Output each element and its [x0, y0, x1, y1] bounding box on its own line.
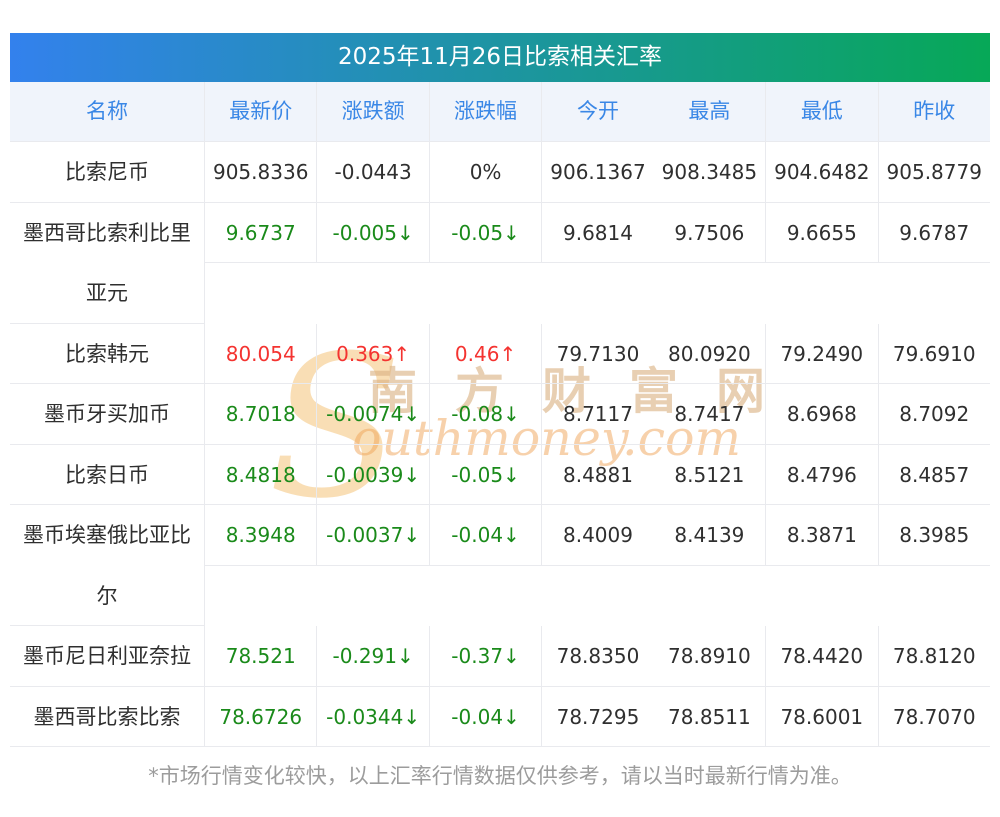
- table-row: 墨西哥比索利比里 亚元 9.6737 -0.005↓ -0.05↓ 9.6814…: [10, 202, 990, 324]
- table-row: 墨币尼日利亚奈拉 78.521 -0.291↓ -0.37↓ 78.8350 7…: [10, 626, 990, 687]
- change-amount-cell: -0.291↓: [316, 626, 429, 687]
- change-percent-cell: -0.04↓: [428, 686, 542, 747]
- high-cell: 908.3485: [653, 142, 766, 203]
- high-cell: 9.7506: [653, 203, 766, 263]
- name-cell: 墨西哥比索比索: [10, 686, 205, 747]
- row-data-cells: 905.8336 -0.0443 0% 906.1367 908.3485 90…: [205, 142, 990, 203]
- low-cell: 904.6482: [765, 142, 878, 203]
- row-data-cells: 8.3948 -0.0037↓ -0.04↓ 8.4009 8.4139 8.3…: [205, 505, 990, 626]
- col-header-latest-price: 最新价: [229, 99, 293, 123]
- row-data-cells: 8.4818 -0.0039↓ -0.05↓ 8.4881 8.5121 8.4…: [205, 444, 990, 505]
- prev-close-cell: 905.8779: [877, 142, 990, 203]
- row-data-cells: 8.7018 -0.0074↓ -0.08↓ 8.7117 8.7417 8.6…: [205, 384, 990, 445]
- latest-price-cell: 78.521: [205, 626, 317, 687]
- name-cell: 墨币尼日利亚奈拉: [10, 626, 205, 687]
- high-cell: 78.8511: [653, 687, 766, 747]
- change-percent-cell: -0.04↓: [428, 505, 542, 566]
- exchange-rate-table: 2025年11月26日比索相关汇率 名称 最新价 涨跌额 涨跌幅 今开 最高 最…: [10, 33, 990, 747]
- col-header-change-amount: 涨跌额: [316, 82, 428, 141]
- open-cell: 906.1367: [541, 142, 654, 203]
- prev-close-cell: 8.3985: [877, 505, 990, 566]
- table-row: 墨币埃塞俄比亚比 尔 8.3948 -0.0037↓ -0.04↓ 8.4009…: [10, 505, 990, 626]
- disclaimer-text: *市场行情变化较快，以上汇率行情数据仅供参考，请以当时最新行情为准。: [148, 764, 852, 788]
- low-cell: 8.4796: [765, 444, 878, 505]
- change-percent-cell: -0.05↓: [428, 202, 542, 263]
- name-cell: 比索韩元: [10, 323, 205, 384]
- change-amount-cell: -0.005↓: [316, 202, 429, 263]
- open-cell: 8.4009: [541, 505, 654, 566]
- table-title: 2025年11月26日比索相关汇率: [10, 33, 990, 82]
- column-header-row: 名称 最新价 涨跌额 涨跌幅 今开 最高 最低 昨收: [10, 82, 990, 142]
- change-percent-cell: -0.37↓: [428, 626, 542, 687]
- high-cell: 78.8910: [653, 626, 766, 687]
- name-cell: 墨币埃塞俄比亚比 尔: [10, 505, 205, 626]
- prev-close-cell: 78.7070: [877, 686, 990, 747]
- change-percent-cell: 0.46↑: [428, 323, 542, 384]
- change-amount-cell: -0.0344↓: [316, 686, 429, 747]
- change-amount-cell: -0.0039↓: [316, 444, 429, 505]
- name-cell: 墨西哥比索利比里 亚元: [10, 202, 205, 324]
- col-header-low: 最低: [765, 82, 877, 141]
- open-cell: 9.6814: [541, 202, 654, 263]
- row-data-cells: 78.6726 -0.0344↓ -0.04↓ 78.7295 78.8511 …: [205, 686, 990, 747]
- table-row: 比索韩元 80.054 0.363↑ 0.46↑ 79.7130 80.0920…: [10, 323, 990, 384]
- change-percent-cell: -0.08↓: [428, 384, 542, 445]
- prev-close-cell: 79.6910: [877, 323, 990, 384]
- table-row: 比索尼币 905.8336 -0.0443 0% 906.1367 908.34…: [10, 142, 990, 203]
- prev-close-cell: 78.8120: [877, 626, 990, 687]
- high-cell: 8.5121: [653, 445, 766, 505]
- table-row: 墨西哥比索比索 78.6726 -0.0344↓ -0.04↓ 78.7295 …: [10, 686, 990, 747]
- latest-price-cell: 905.8336: [205, 142, 317, 203]
- col-header-name: 名称: [10, 82, 205, 141]
- change-amount-cell: 0.363↑: [316, 323, 429, 384]
- latest-price-cell: 8.7018: [205, 384, 317, 445]
- latest-price-cell: 78.6726: [205, 687, 317, 747]
- col-header-open: 今开: [541, 82, 653, 141]
- low-cell: 9.6655: [765, 202, 878, 263]
- change-amount-cell: -0.0074↓: [316, 384, 429, 445]
- prev-close-cell: 8.4857: [877, 444, 990, 505]
- change-percent-cell: 0%: [428, 142, 542, 203]
- latest-price-cell: 8.3948: [205, 505, 317, 566]
- row-data-cells: 80.054 0.363↑ 0.46↑ 79.7130 80.0920 79.2…: [205, 323, 990, 384]
- open-cell: 78.8350: [541, 626, 654, 687]
- col-header-prev-close: 昨收: [877, 82, 990, 141]
- col-header-change-percent: 涨跌幅: [428, 82, 541, 141]
- low-cell: 79.2490: [765, 323, 878, 384]
- change-amount-cell: -0.0443: [316, 142, 429, 203]
- high-cell: 80.0920: [653, 324, 766, 384]
- row-data-cells: 9.6737 -0.005↓ -0.05↓ 9.6814 9.7506 9.66…: [205, 202, 990, 324]
- table-row: 比索日币 8.4818 -0.0039↓ -0.05↓ 8.4881 8.512…: [10, 444, 990, 505]
- open-cell: 8.4881: [541, 444, 654, 505]
- latest-price-cell: 8.4818: [205, 445, 317, 505]
- row-data-cells: 78.521 -0.291↓ -0.37↓ 78.8350 78.8910 78…: [205, 626, 990, 687]
- low-cell: 78.4420: [765, 626, 878, 687]
- latest-price-cell: 9.6737: [205, 203, 317, 263]
- low-cell: 8.3871: [765, 505, 878, 566]
- open-cell: 8.7117: [541, 384, 654, 445]
- high-cell: 8.7417: [653, 384, 766, 445]
- high-cell: 8.4139: [653, 505, 766, 566]
- change-percent-cell: -0.05↓: [428, 444, 542, 505]
- low-cell: 78.6001: [765, 686, 878, 747]
- name-cell: 墨币牙买加币: [10, 384, 205, 445]
- open-cell: 78.7295: [541, 686, 654, 747]
- col-header-high: 最高: [688, 99, 731, 123]
- prev-close-cell: 8.7092: [877, 384, 990, 445]
- open-cell: 79.7130: [541, 323, 654, 384]
- name-cell: 比索尼币: [10, 142, 205, 203]
- low-cell: 8.6968: [765, 384, 878, 445]
- latest-price-cell: 80.054: [205, 324, 317, 384]
- name-cell: 比索日币: [10, 444, 205, 505]
- change-amount-cell: -0.0037↓: [316, 505, 429, 566]
- prev-close-cell: 9.6787: [877, 202, 990, 263]
- table-row: 墨币牙买加币 8.7018 -0.0074↓ -0.08↓ 8.7117 8.7…: [10, 384, 990, 445]
